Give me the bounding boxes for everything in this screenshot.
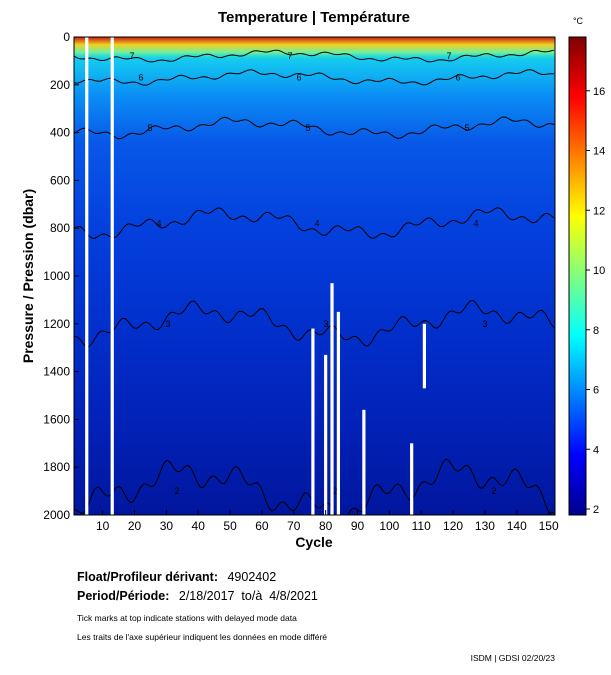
- missing-profile: [110, 37, 114, 515]
- y-tick-label: 600: [50, 173, 70, 187]
- x-tick-label: 80: [319, 519, 333, 533]
- y-tick-label: 0: [63, 30, 70, 44]
- x-tick-label: 30: [160, 519, 174, 533]
- period-value: 2/18/2017 to/à 4/8/2021: [178, 589, 318, 603]
- float-id: 4902402: [227, 570, 277, 584]
- y-tick-label: 200: [50, 78, 70, 92]
- colorbar-tick-label: 10: [593, 265, 605, 277]
- y-axis: 0 200 400 600 800 1000 1200 1400 1600 1800 2000: [43, 30, 79, 522]
- x-tick-label: 150: [539, 519, 559, 533]
- contour-line: [74, 49, 555, 63]
- contour-label: 6: [296, 73, 301, 83]
- x-tick-label: 60: [255, 519, 269, 533]
- contour-label: 4: [314, 218, 319, 228]
- colorbar-unit: °C: [573, 16, 584, 26]
- contour-label: 4: [473, 218, 478, 228]
- contour-label: 3: [165, 319, 170, 329]
- x-tick-label: 110: [412, 519, 431, 533]
- x-tick-label: 10: [96, 519, 110, 533]
- missing-profiles: [85, 37, 426, 515]
- y-tick-label: 1200: [43, 317, 70, 331]
- colorbar-tick-label: 12: [593, 205, 605, 217]
- chart-title: Temperature | Température: [218, 9, 410, 26]
- missing-profile: [330, 283, 334, 515]
- contour-label: 7: [446, 51, 451, 61]
- colorbar-tick-label: 16: [593, 86, 605, 98]
- y-tick-label: 1000: [43, 269, 70, 283]
- missing-profile: [311, 328, 315, 515]
- missing-profile: [324, 354, 328, 515]
- contour-label: 2: [491, 486, 496, 496]
- colorbar-axis: 2 4 6 8 10 12 14 16: [586, 86, 605, 516]
- note-english: Tick marks at top indicate stations with…: [77, 613, 297, 623]
- note-french: Les traits de l'axe supérieur indiquent …: [77, 632, 328, 642]
- contour-label: 3: [323, 319, 328, 329]
- missing-profile: [422, 323, 426, 389]
- colorbar-tick-label: 6: [593, 385, 599, 397]
- float-label: Float/Profileur dérivant:: [77, 570, 218, 584]
- period-label: Period/Période:: [77, 589, 170, 603]
- contour-label: 5: [147, 123, 152, 133]
- y-tick-label: 2000: [43, 508, 70, 522]
- contour-label: 6: [455, 73, 460, 83]
- contour-line: [74, 116, 555, 140]
- footer-credit: ISDM | GDSI 02/20/23: [470, 653, 555, 663]
- period-info: Period/Période: 2/18/2017 to/à 4/8/2021: [77, 589, 318, 603]
- x-tick-label: 40: [192, 519, 206, 533]
- x-tick-label: 130: [475, 519, 495, 533]
- missing-profile: [362, 409, 366, 515]
- colorbar-tick-label: 14: [593, 146, 605, 158]
- y-tick-label: 400: [50, 126, 70, 140]
- missing-profile: [336, 311, 340, 515]
- missing-profile: [410, 443, 414, 515]
- y-tick-label: 1800: [43, 460, 70, 474]
- contour-label: 7: [287, 51, 292, 61]
- y-axis-label: Pressure / Pression (dbar): [20, 189, 36, 363]
- y-tick-label: 1600: [43, 412, 70, 426]
- contour-line: [74, 69, 555, 86]
- x-axis-label: Cycle: [295, 534, 333, 550]
- contour-line: [74, 207, 555, 239]
- float-info: Float/Profileur dérivant: 4902402: [77, 570, 276, 584]
- contour-label: 7: [129, 51, 134, 61]
- x-axis: 10 20 30 40 50 60 70 80 90 100 110 120 130 140 150: [96, 510, 559, 533]
- x-tick-label: 50: [223, 519, 237, 533]
- colorbar: [568, 36, 587, 516]
- y-tick-label: 800: [50, 221, 70, 235]
- x-tick-label: 20: [128, 519, 142, 533]
- colorbar-tick-label: 2: [593, 504, 599, 516]
- missing-profile: [85, 37, 89, 515]
- contour-label: 4: [156, 218, 161, 228]
- contour-label: 3: [482, 319, 487, 329]
- x-tick-label: 70: [287, 519, 301, 533]
- x-tick-label: 100: [379, 519, 399, 533]
- x-tick-label: 120: [443, 519, 463, 533]
- contour-label: 5: [464, 123, 469, 133]
- colorbar-tick-label: 4: [593, 444, 599, 456]
- x-tick-label: 140: [507, 519, 527, 533]
- contour-label: 5: [305, 123, 310, 133]
- contour-label: 2: [332, 486, 337, 496]
- contour-label: 6: [138, 73, 143, 83]
- warm-surface-layer: [74, 37, 555, 59]
- temperature-section-chart: Temperature | Température 7 7 7 6 6 6 5 5 5 4 4 4 3 3…: [20, 9, 605, 550]
- x-tick-label: 90: [351, 519, 365, 533]
- colorbar-tick-label: 8: [593, 325, 599, 337]
- contour-label: 2: [174, 486, 179, 496]
- y-tick-label: 1400: [43, 365, 70, 379]
